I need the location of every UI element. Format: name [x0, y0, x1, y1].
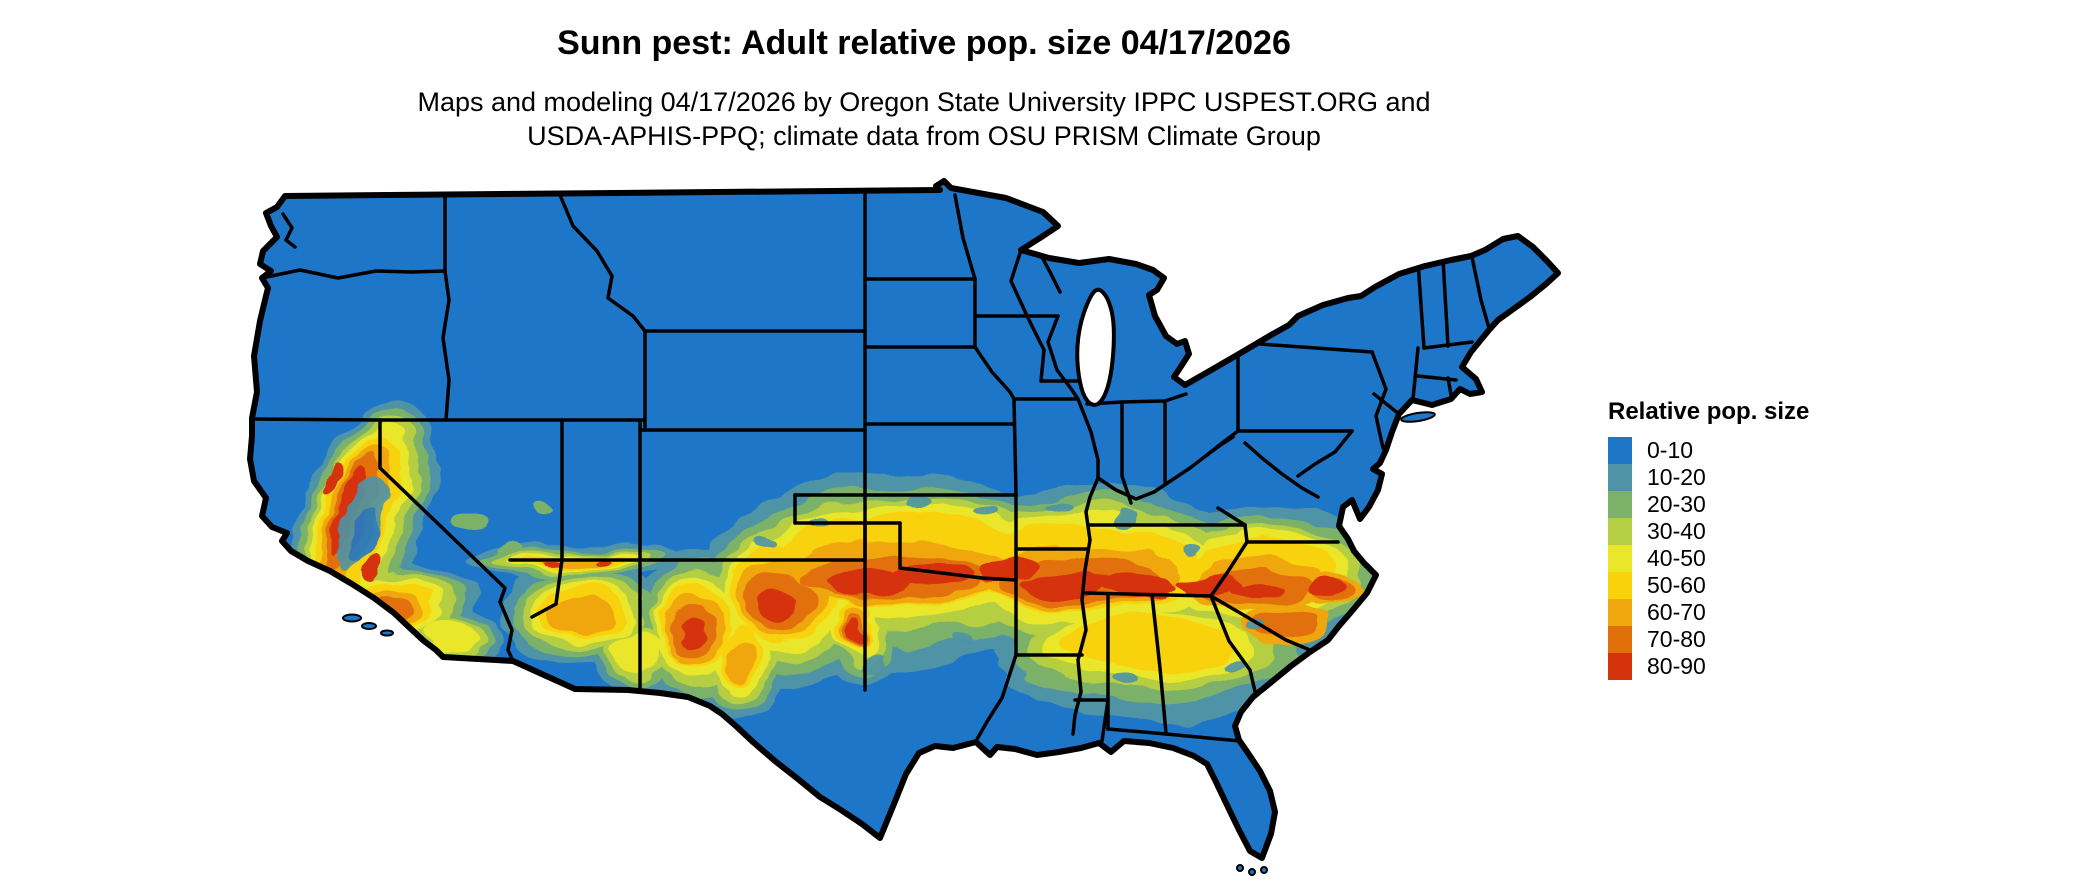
legend-item-label: 40-50 [1647, 545, 1706, 571]
legend-item-label: 20-30 [1647, 491, 1706, 517]
us-outline [247, 178, 1561, 861]
legend-item: 70-80 [1608, 626, 1809, 653]
subtitle: Maps and modeling 04/17/2026 by Oregon S… [0, 85, 1848, 153]
legend-swatch [1608, 437, 1632, 464]
heat-speckles [337, 479, 1267, 688]
state-borders [250, 193, 1491, 743]
legend-swatch [1608, 518, 1632, 545]
legend-item: 30-40 [1608, 518, 1809, 545]
legend-item-label: 60-70 [1647, 599, 1706, 625]
lake-michigan [1075, 287, 1116, 407]
legend-swatch [1608, 653, 1632, 680]
legend-item: 50-60 [1608, 572, 1809, 599]
legend-title: Relative pop. size [1608, 398, 1810, 425]
legend-item-label: 10-20 [1647, 464, 1706, 490]
legend-item: 40-50 [1608, 545, 1809, 572]
header: Sunn pest: Adult relative pop. size 04/1… [0, 0, 1848, 153]
legend-swatch [1608, 572, 1632, 599]
legend-item-label: 80-90 [1647, 653, 1706, 679]
legend-rows: 0-10 10-20 20-30 30-40 40-50 50-60 60-70 70-80 8… [1608, 437, 1809, 680]
legend-item: 10-20 [1608, 464, 1809, 491]
legend-swatch [1608, 545, 1632, 572]
islands [342, 411, 1436, 876]
legend-item: 20-30 [1608, 491, 1809, 518]
subtitle-line-1: Maps and modeling 04/17/2026 by Oregon S… [417, 87, 1431, 117]
legend-item-label: 0-10 [1647, 437, 1694, 463]
legend-item-label: 30-40 [1647, 518, 1706, 544]
legend-swatch [1608, 464, 1632, 491]
legend: Relative pop. size 0-10 10-20 20-30 30-40 40… [1608, 398, 1809, 680]
page-title: Sunn pest: Adult relative pop. size 04/1… [557, 24, 1291, 62]
legend-item: 0-10 [1608, 437, 1809, 464]
legend-swatch [1608, 626, 1632, 653]
heat-raster [287, 396, 1393, 720]
legend-item: 60-70 [1608, 599, 1809, 626]
legend-swatch [1608, 599, 1632, 626]
legend-swatch [1608, 491, 1632, 518]
legend-item-label: 70-80 [1647, 626, 1706, 652]
legend-item: 80-90 [1608, 653, 1809, 680]
legend-item-label: 50-60 [1647, 572, 1706, 598]
subtitle-line-2: USDA-APHIS-PPQ; climate data from OSU PR… [527, 121, 1321, 151]
